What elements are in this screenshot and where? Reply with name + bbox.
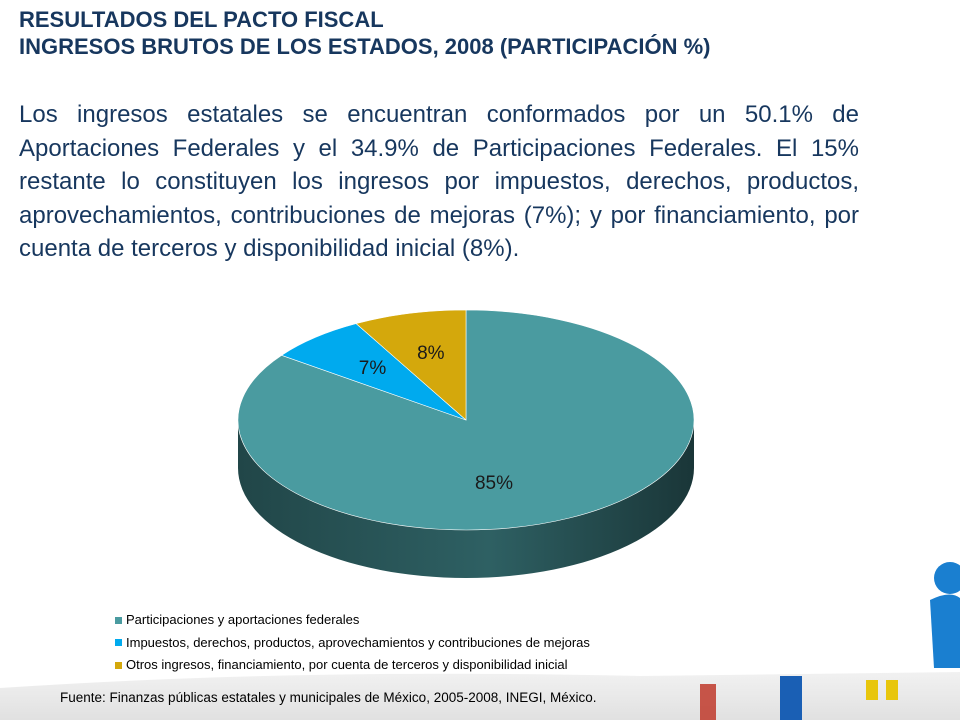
legend-item-impuestos: Impuestos, derechos, productos, aprovech… <box>115 632 735 655</box>
chart-legend: Participaciones y aportaciones federales… <box>115 609 735 677</box>
slide-title: RESULTADOS DEL PACTO FISCAL INGRESOS BRU… <box>19 6 919 60</box>
body-paragraph: Los ingresos estatales se encuentran con… <box>19 101 859 262</box>
data-label: 7% <box>359 358 387 379</box>
legend-item-participaciones: Participaciones y aportaciones federales <box>115 609 735 632</box>
pie-slice <box>355 309 467 421</box>
legend-label: Participaciones y aportaciones federales <box>126 612 360 627</box>
data-label: 85% <box>475 473 513 494</box>
legend-swatch <box>115 616 122 624</box>
legend-swatch <box>115 639 122 647</box>
title-line-1: RESULTADOS DEL PACTO FISCAL <box>19 7 384 32</box>
legend-label: Impuestos, derechos, productos, aprovech… <box>126 634 590 650</box>
pie-layer: 85% 7% 8% <box>237 309 695 578</box>
title-line-2: INGRESOS BRUTOS DE LOS ESTADOS, 2008 (PA… <box>19 34 711 59</box>
data-label: 8% <box>417 343 445 364</box>
source-note: Fuente: Finanzas públicas estatales y mu… <box>60 690 597 705</box>
legend-item-otros: Otros ingresos, financiamiento, por cuen… <box>115 654 735 677</box>
legend-swatch <box>115 661 122 669</box>
legend-label: Otros ingresos, financiamiento, por cuen… <box>126 657 568 672</box>
pie-slice-side <box>238 420 694 578</box>
